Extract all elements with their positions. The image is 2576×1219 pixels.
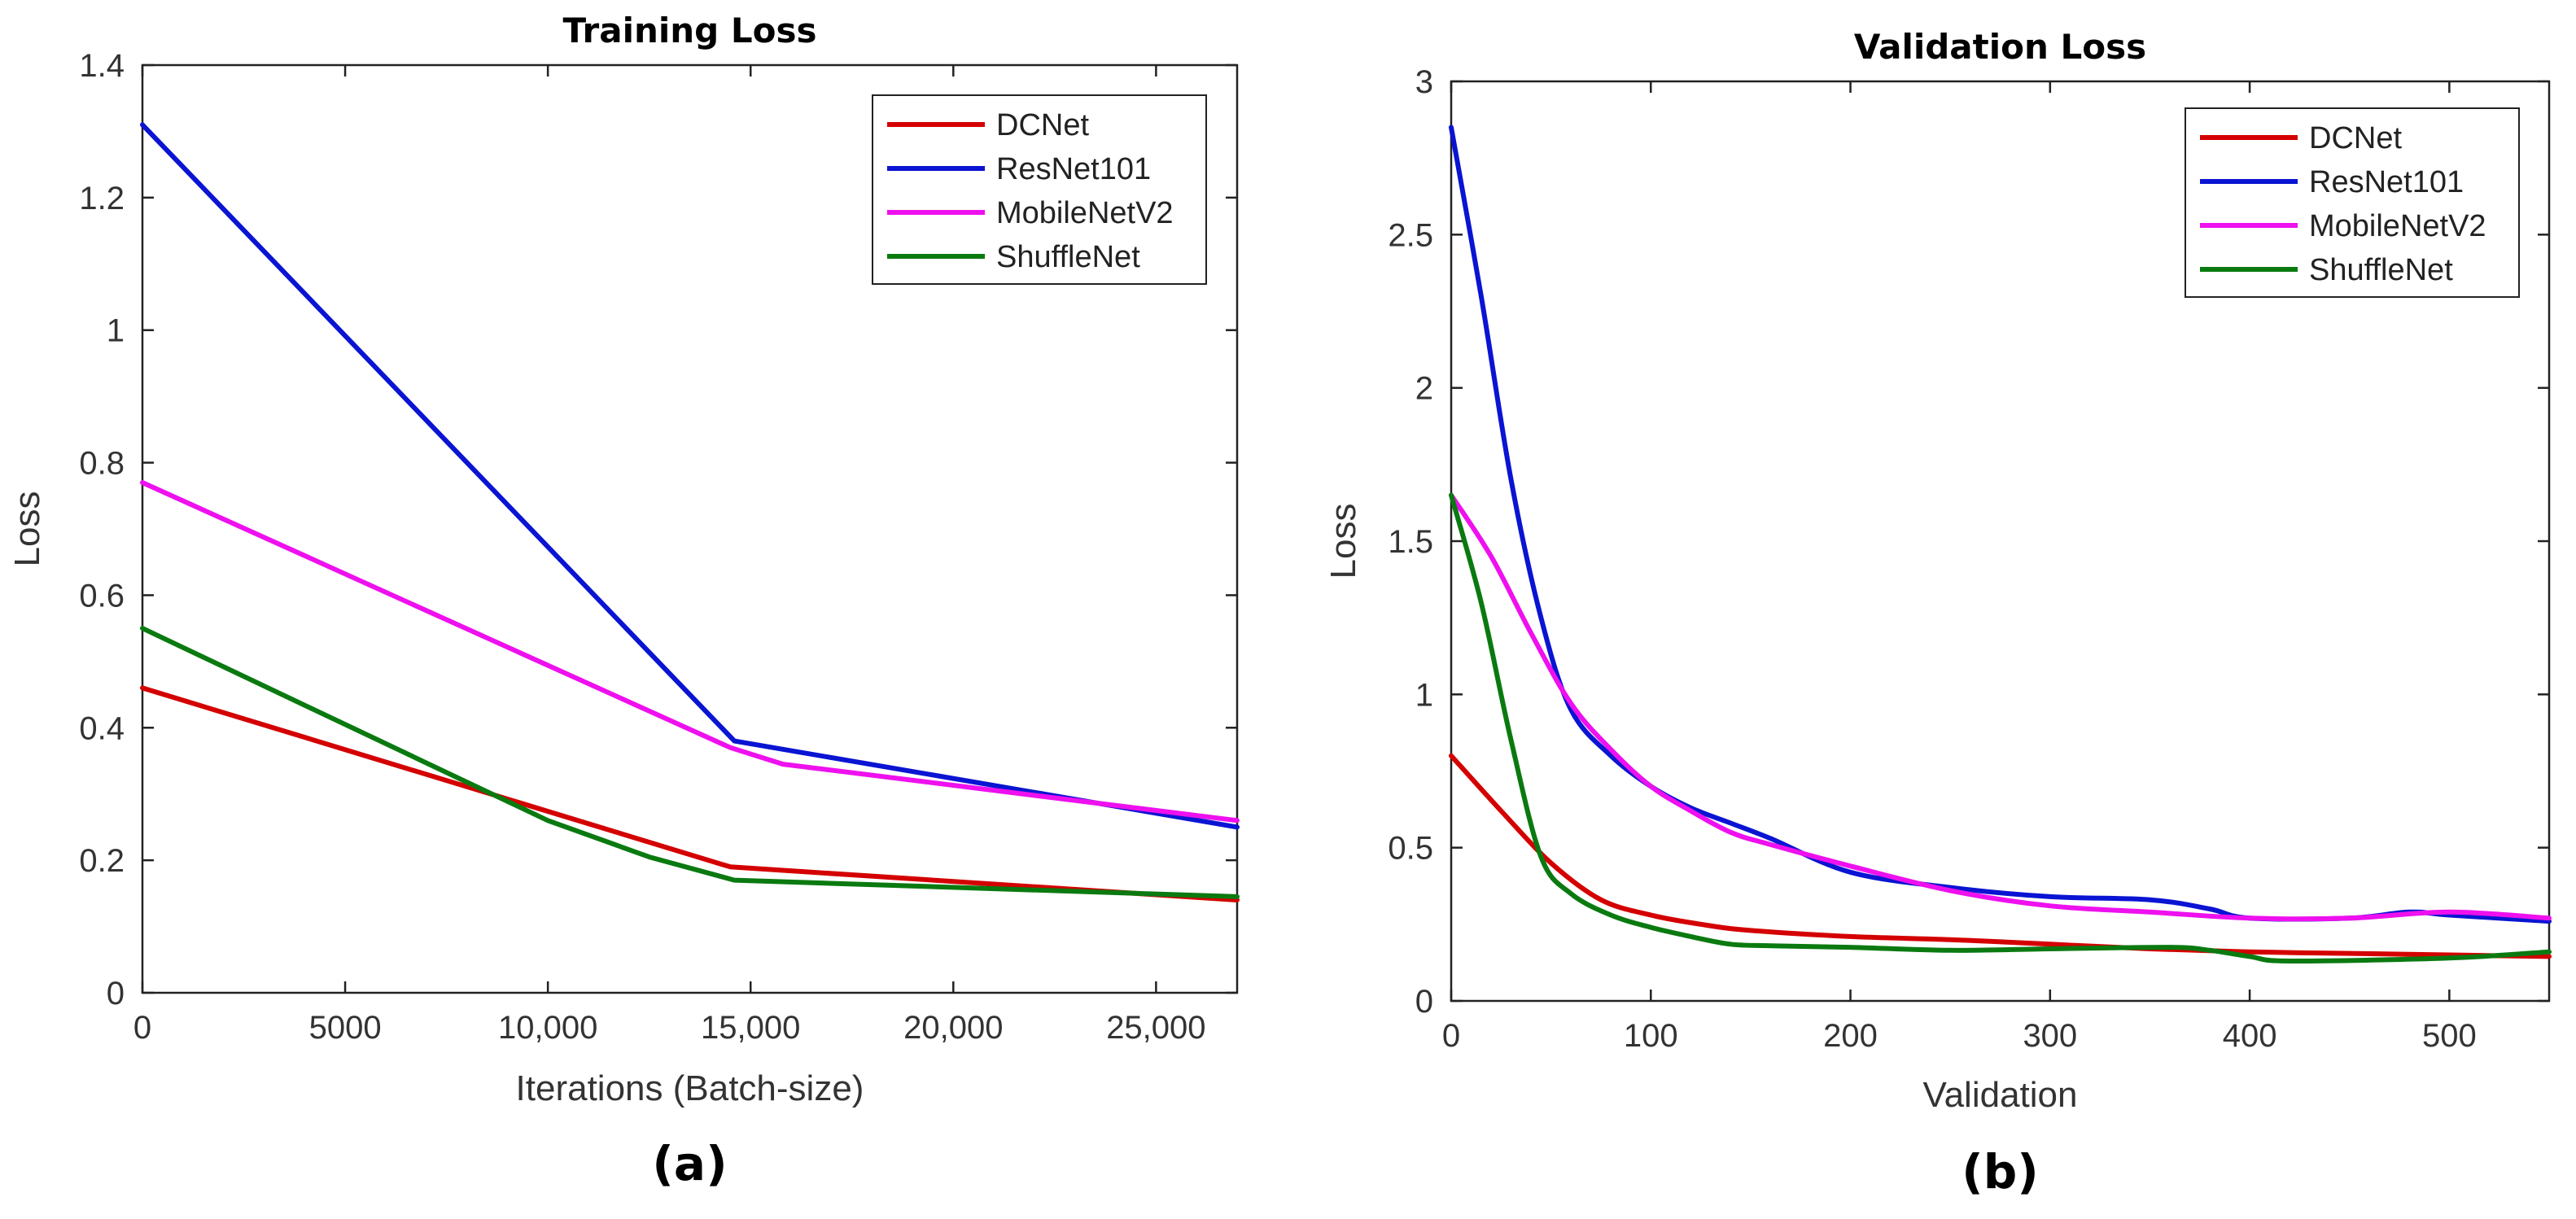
legend-entry-mobilenetv2: MobileNetV2 xyxy=(2309,209,2486,243)
legend: DCNet ResNet101 MobileNetV2 ShuffleNet xyxy=(872,94,1207,285)
y-tick-label: 0 xyxy=(107,976,125,1011)
x-tick-label: 25,000 xyxy=(1106,1010,1205,1046)
y-tick-label: 0.4 xyxy=(79,710,125,746)
legend: DCNet ResNet101 MobileNetV2 ShuffleNet xyxy=(2185,107,2520,298)
panel-label: (b) xyxy=(1962,1144,2039,1199)
y-tick-label: 1 xyxy=(1415,677,1433,713)
series-line-shufflenet xyxy=(1449,492,2552,964)
y-tick-label: 0.8 xyxy=(79,446,125,482)
y-tick-label: 0 xyxy=(1415,984,1433,1020)
y-tick-label: 0.2 xyxy=(79,843,125,879)
panel-label: (a) xyxy=(652,1136,727,1191)
legend-entry-resnet101: ResNet101 xyxy=(2309,165,2464,199)
x-tick-label: 400 xyxy=(2223,1018,2277,1054)
series-line-mobilenetv2 xyxy=(1449,492,2552,922)
legend-entry-shufflenet: ShuffleNet xyxy=(996,240,1140,274)
y-tick-label: 1.2 xyxy=(79,181,125,216)
y-tick-label: 0.6 xyxy=(79,578,125,614)
x-axis-label: Validation xyxy=(1923,1075,2078,1115)
validation-loss-chart: Validation Loss 0 100 200 300 400 500 0 0.5 1 1.5 2… xyxy=(1323,27,2552,1199)
y-tick-label: 0.5 xyxy=(1388,831,1433,867)
x-tick-label: 500 xyxy=(2422,1018,2477,1054)
x-tick-label: 0 xyxy=(1442,1018,1460,1054)
training-loss-chart: Training Loss 0 5000 10,000 15,000 20,000 25,0… xyxy=(7,11,1240,1191)
y-tick-label: 2 xyxy=(1415,371,1433,407)
series-line-mobilenetv2 xyxy=(140,480,1240,824)
x-tick-label: 200 xyxy=(1823,1018,1878,1054)
legend-entry-dcnet: DCNet xyxy=(2309,121,2402,155)
x-tick-label: 0 xyxy=(133,1010,151,1046)
x-tick-label: 100 xyxy=(1624,1018,1678,1054)
x-tick-label: 5000 xyxy=(309,1010,382,1046)
x-tick-label: 20,000 xyxy=(903,1010,1003,1046)
y-tick-label: 1 xyxy=(107,313,125,349)
y-tick-label: 1.4 xyxy=(79,48,125,84)
legend-entry-mobilenetv2: MobileNetV2 xyxy=(996,196,1174,230)
y-tick-label: 2.5 xyxy=(1388,217,1433,253)
plot-area xyxy=(141,63,1239,994)
y-axis-label: Loss xyxy=(7,492,47,567)
legend-entry-resnet101: ResNet101 xyxy=(996,152,1151,186)
chart-title: Training Loss xyxy=(563,11,817,50)
chart-title: Validation Loss xyxy=(1854,27,2146,67)
x-axis-label: Iterations (Batch-size) xyxy=(516,1068,864,1108)
series-line-dcnet xyxy=(1449,753,2552,959)
series-line-shufflenet xyxy=(140,626,1240,899)
legend-entry-dcnet: DCNet xyxy=(996,108,1089,142)
x-tick-label: 15,000 xyxy=(701,1010,800,1046)
x-tick-label: 300 xyxy=(2023,1018,2077,1054)
y-tick-label: 1.5 xyxy=(1388,524,1433,560)
y-axis-label: Loss xyxy=(1323,504,1363,579)
x-tick-label: 10,000 xyxy=(498,1010,597,1046)
legend-entry-shufflenet: ShuffleNet xyxy=(2309,253,2453,287)
y-tick-label: 3 xyxy=(1415,64,1433,100)
